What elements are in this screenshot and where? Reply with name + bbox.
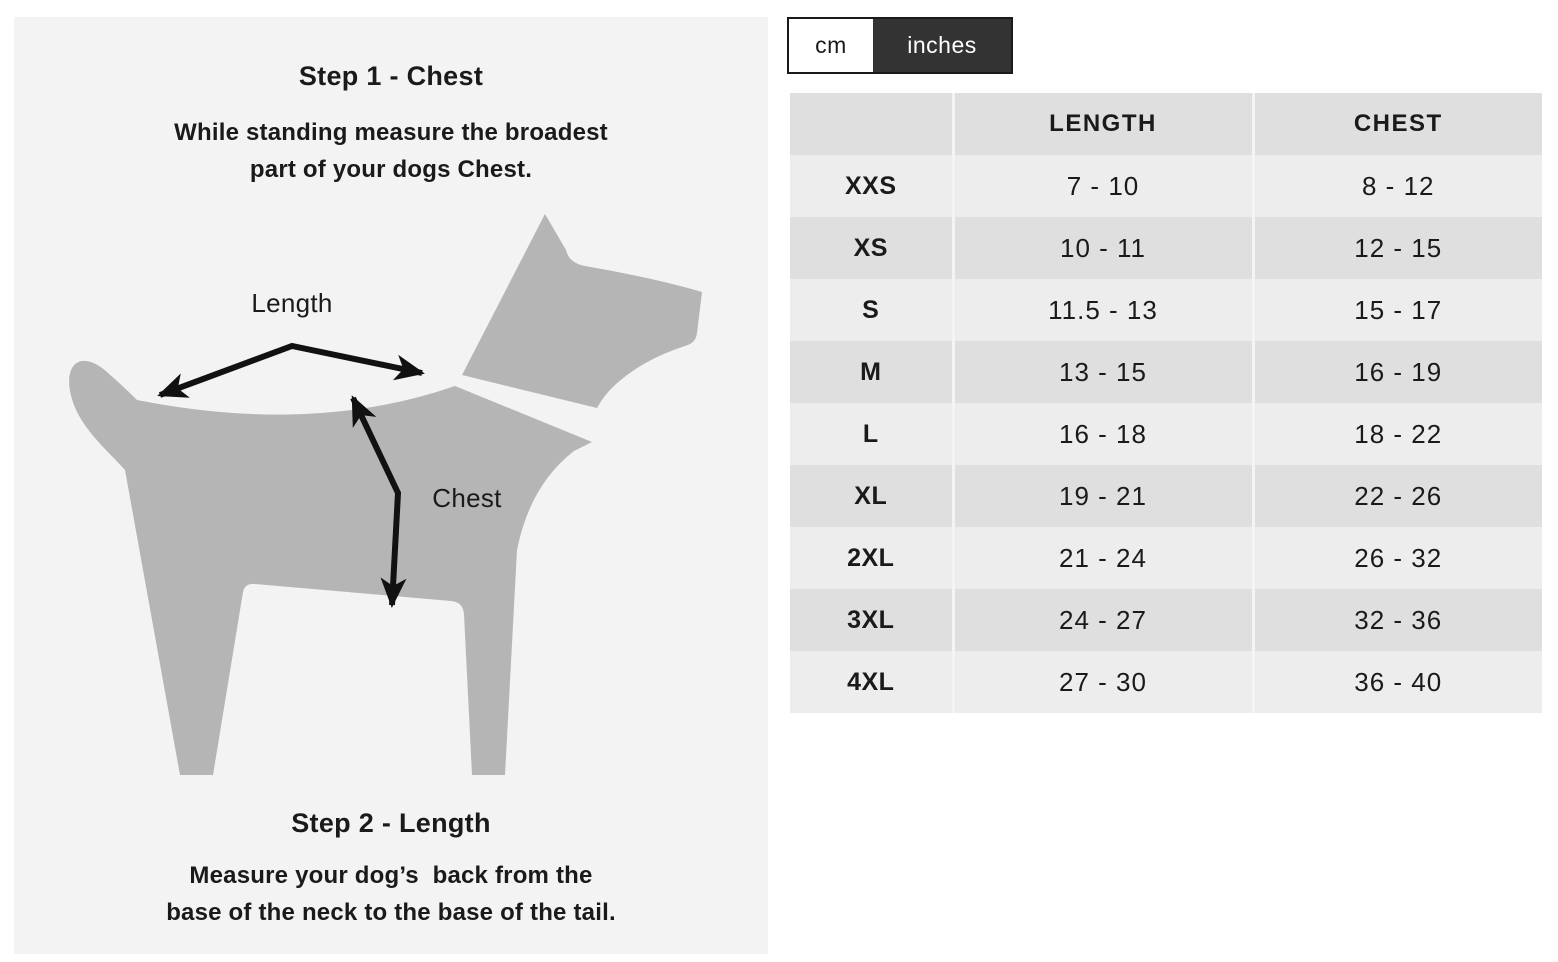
unit-toggle-inches-button[interactable]: inches	[873, 19, 1011, 72]
chest-range: 26 - 32	[1251, 527, 1542, 589]
table-row: XS 10 - 11 12 - 15	[790, 217, 1542, 279]
unit-toggle-cm-button[interactable]: cm	[789, 19, 873, 72]
table-row: XXS 7 - 10 8 - 12	[790, 155, 1542, 217]
length-label: Length	[251, 288, 333, 318]
chest-range: 22 - 26	[1251, 465, 1542, 527]
dog-silhouette-diagram	[69, 214, 702, 775]
length-range: 27 - 30	[951, 651, 1253, 713]
chest-range: 36 - 40	[1251, 651, 1542, 713]
table-row: M 13 - 15 16 - 19	[790, 341, 1542, 403]
length-range: 21 - 24	[951, 527, 1253, 589]
length-range: 19 - 21	[951, 465, 1253, 527]
size-label: XS	[790, 217, 953, 279]
step2-description: Measure your dog’s back from the base of…	[14, 857, 768, 931]
chest-column-header: CHEST	[1251, 93, 1542, 155]
table-row: L 16 - 18 18 - 22	[790, 403, 1542, 465]
dog-head-shape	[462, 214, 702, 408]
length-range: 7 - 10	[951, 155, 1253, 217]
dog-body-shape	[69, 360, 593, 775]
length-range: 10 - 11	[951, 217, 1253, 279]
chest-range: 12 - 15	[1251, 217, 1542, 279]
length-column-header: LENGTH	[951, 93, 1253, 155]
step1-description: While standing measure the broadest part…	[14, 114, 768, 188]
table-row: 3XL 24 - 27 32 - 36	[790, 589, 1542, 651]
chest-range: 18 - 22	[1251, 403, 1542, 465]
table-row: 4XL 27 - 30 36 - 40	[790, 651, 1542, 713]
chest-range: 15 - 17	[1251, 279, 1542, 341]
chest-range: 32 - 36	[1251, 589, 1542, 651]
table-row: XL 19 - 21 22 - 26	[790, 465, 1542, 527]
step2-description-line1: Measure your dog’s back from the	[189, 862, 593, 889]
size-label: 4XL	[790, 651, 953, 713]
length-range: 16 - 18	[951, 403, 1253, 465]
chest-measurement-arrow	[350, 395, 407, 608]
size-label: 2XL	[790, 527, 953, 589]
size-label: S	[790, 279, 953, 341]
length-measurement-arrow	[157, 342, 425, 398]
size-label: XL	[790, 465, 953, 527]
unit-toggle[interactable]: cm inches	[787, 17, 1013, 74]
step1-title: Step 1 - Chest	[298, 61, 484, 91]
step2-title: Step 2 - Length	[291, 808, 491, 838]
length-range: 11.5 - 13	[951, 279, 1253, 341]
size-label: XXS	[790, 155, 953, 217]
table-row: S 11.5 - 13 15 - 17	[790, 279, 1542, 341]
length-range: 24 - 27	[951, 589, 1253, 651]
step1-description-line2: part of your dogs Chest.	[249, 156, 533, 183]
chest-range: 8 - 12	[1251, 155, 1542, 217]
size-chart-table: LENGTH CHEST XXS 7 - 10 8 - 12 XS 10 - 1…	[790, 93, 1542, 713]
chest-label: Chest	[432, 483, 502, 513]
size-label: L	[790, 403, 953, 465]
step1-description-line1: While standing measure the broadest	[174, 119, 608, 146]
length-range: 13 - 15	[951, 341, 1253, 403]
table-row: 2XL 21 - 24 26 - 32	[790, 527, 1542, 589]
chest-range: 16 - 19	[1251, 341, 1542, 403]
size-label: M	[790, 341, 953, 403]
size-label: 3XL	[790, 589, 953, 651]
size-column-header	[790, 93, 953, 155]
size-chart-header-row: LENGTH CHEST	[790, 93, 1542, 155]
step2-description-line2: base of the neck to the base of the tail…	[166, 899, 616, 926]
measuring-guide-panel: Step 1 - Chest While standing measure th…	[14, 17, 768, 954]
